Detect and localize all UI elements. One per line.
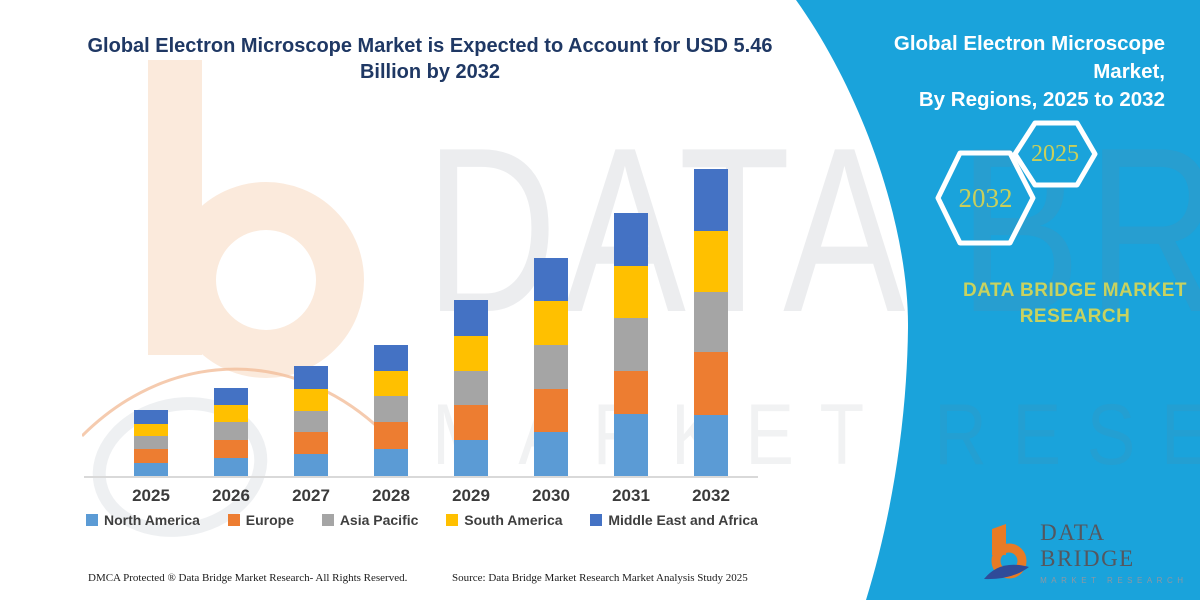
bar-2026 <box>214 387 248 476</box>
x-axis-line <box>84 476 758 478</box>
segment-north-america-2027 <box>294 454 328 476</box>
legend-marker-south-america <box>446 514 459 526</box>
segment-south-america-2027 <box>294 389 328 411</box>
segment-south-america-2028 <box>374 370 408 397</box>
bar-2028 <box>374 344 408 476</box>
logo-mark-icon <box>984 523 1029 579</box>
page-title: Global Electron Microscope Market is Exp… <box>85 33 775 85</box>
legend-marker-north-america <box>86 514 98 526</box>
segment-north-america-2026 <box>214 458 248 476</box>
legend-label-europe: Europe <box>245 512 294 528</box>
segment-north-america-2028 <box>374 449 408 476</box>
x-axis-label-2025: 2025 <box>132 486 170 505</box>
x-axis-label-2029: 2029 <box>452 486 490 505</box>
segment-europe-2027 <box>294 432 328 455</box>
segment-south-america-2026 <box>214 404 248 423</box>
brand-name-text: DATA BRIDGE MARKET RESEARCH <box>963 280 1187 327</box>
segment-south-america-2030 <box>534 301 568 346</box>
segment-south-america-2032 <box>694 230 728 292</box>
bar-2030 <box>534 257 568 476</box>
segment-north-america-2025 <box>134 463 168 476</box>
legend-item-europe: Europe <box>227 512 294 528</box>
hexagon-2032-label: 2032 <box>959 183 1013 213</box>
segment-middle-east-and-africa-2032 <box>694 169 728 231</box>
segment-europe-2028 <box>374 422 408 450</box>
bar-2031 <box>614 213 648 476</box>
bar-2025 <box>134 409 168 476</box>
legend-label-middle-east-and-africa: Middle East and Africa <box>608 512 758 528</box>
right-panel-title: Global Electron Microscope Market, By Re… <box>820 30 1165 114</box>
legend-marker-middle-east-and-africa <box>590 514 603 526</box>
segment-europe-2030 <box>534 388 568 432</box>
x-axis-label-2030: 2030 <box>532 486 570 505</box>
segment-north-america-2029 <box>454 440 488 476</box>
segment-middle-east-and-africa-2025 <box>134 409 168 424</box>
bar-2029 <box>454 300 488 476</box>
chart-legend: North America Europe Asia Pacific South Ame… <box>86 512 758 528</box>
segment-middle-east-and-africa-2027 <box>294 366 328 390</box>
source-note: Source: Data Bridge Market Research Mark… <box>452 572 748 584</box>
segment-europe-2029 <box>454 405 488 441</box>
legend-item-asia-pacific: Asia Pacific <box>321 512 419 528</box>
page-title-line2: Billion by 2032 <box>359 61 501 83</box>
x-axis-label-2031: 2031 <box>612 486 650 505</box>
logo-name-text: DATA BRIDGE <box>1040 520 1135 571</box>
segment-south-america-2025 <box>134 423 168 436</box>
logo-subtitle-text: MARKET RESEARCH <box>1040 576 1188 585</box>
legend-item-north-america: North America <box>86 512 200 528</box>
segment-asia-pacific-2032 <box>694 291 728 352</box>
segment-middle-east-and-africa-2031 <box>614 213 648 267</box>
bar-2032 <box>694 169 728 476</box>
hexagon-2025-label: 2025 <box>1031 141 1079 167</box>
segment-south-america-2029 <box>454 336 488 372</box>
x-axis-label-2032: 2032 <box>692 486 730 505</box>
x-axis-label-2026: 2026 <box>212 486 250 505</box>
dmca-notice: DMCA Protected ® Data Bridge Market Rese… <box>88 572 408 584</box>
segment-europe-2031 <box>614 370 648 415</box>
bar-2027 <box>294 366 328 476</box>
legend-marker-asia-pacific <box>321 514 334 526</box>
segment-middle-east-and-africa-2029 <box>454 300 488 337</box>
year-hexagons: 2032 2025 <box>935 120 1098 246</box>
segment-europe-2032 <box>694 351 728 415</box>
segment-asia-pacific-2031 <box>614 318 648 371</box>
segment-asia-pacific-2030 <box>534 345 568 389</box>
legend-label-asia-pacific: Asia Pacific <box>339 512 419 528</box>
segment-asia-pacific-2028 <box>374 396 408 423</box>
segment-middle-east-and-africa-2030 <box>534 257 568 302</box>
segment-north-america-2032 <box>694 414 728 476</box>
segment-north-america-2031 <box>614 414 648 476</box>
segment-asia-pacific-2026 <box>214 422 248 440</box>
x-axis-label-2027: 2027 <box>292 486 330 505</box>
segment-asia-pacific-2025 <box>134 435 168 450</box>
segment-europe-2025 <box>134 449 168 464</box>
legend-label-south-america: South America <box>464 512 563 528</box>
hexagon-2025 <box>1012 120 1098 188</box>
page-title-line1: Global Electron Microscope Market is Exp… <box>87 35 773 57</box>
company-logo: DATA BRIDGE MARKET RESEARCH <box>982 520 1200 585</box>
segment-north-america-2030 <box>534 431 568 476</box>
legend-item-middle-east-and-africa: Middle East and Africa <box>590 512 758 528</box>
hexagon-2032 <box>935 150 1036 246</box>
right-panel-title-line2: By Regions, 2025 to 2032 <box>918 88 1165 111</box>
segment-asia-pacific-2029 <box>454 371 488 406</box>
segment-europe-2026 <box>214 439 248 458</box>
segment-asia-pacific-2027 <box>294 410 328 433</box>
legend-item-south-america: South America <box>446 512 563 528</box>
logo-text-block: DATA BRIDGE MARKET RESEARCH <box>1040 520 1200 585</box>
segment-middle-east-and-africa-2028 <box>374 344 408 371</box>
right-panel-background <box>796 0 1200 600</box>
x-axis-label-2028: 2028 <box>372 486 410 505</box>
legend-label-north-america: North America <box>104 512 200 528</box>
right-panel-title-line1: Global Electron Microscope Market, <box>893 32 1165 83</box>
segment-middle-east-and-africa-2026 <box>214 387 248 405</box>
segment-south-america-2031 <box>614 266 648 319</box>
legend-marker-europe <box>227 514 240 526</box>
